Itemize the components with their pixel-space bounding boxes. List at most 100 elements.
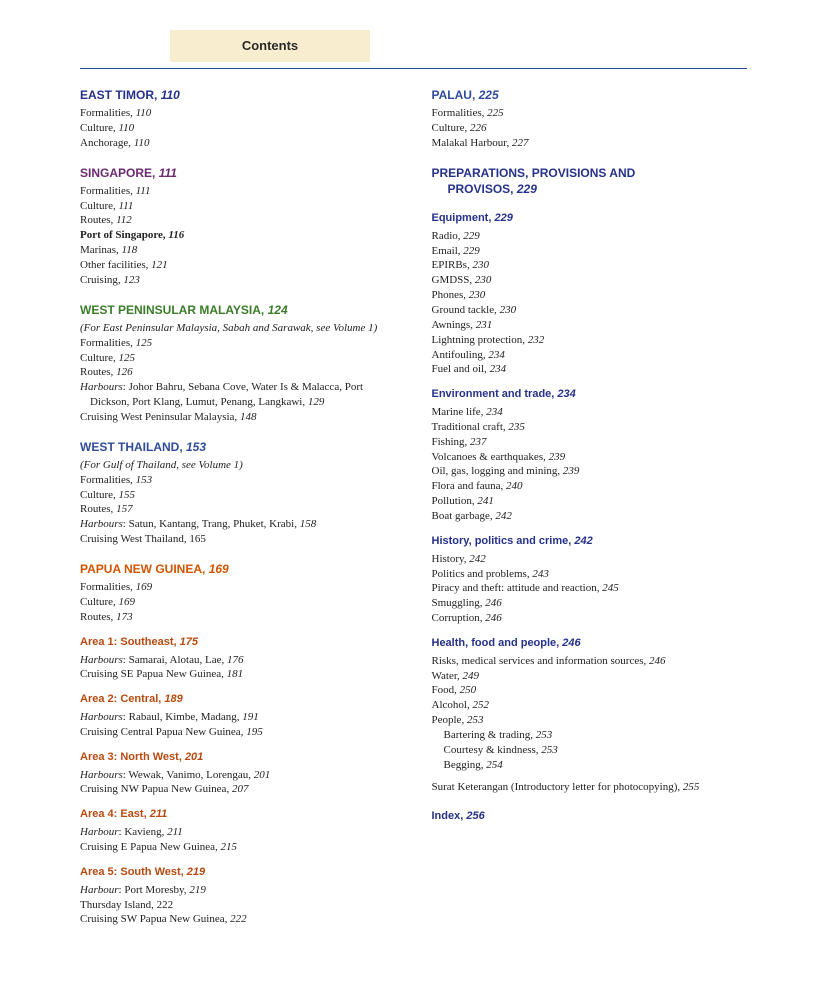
toc-entry: Marine life, 234: [432, 405, 748, 420]
toc-entry: Port of Singapore, 116: [80, 228, 396, 243]
toc-entry: Cruising Central Papua New Guinea, 195: [80, 725, 396, 740]
title-bar: Contents: [170, 30, 370, 62]
heading-thailand: WEST THAILAND, 153: [80, 439, 396, 455]
toc-entry: EPIRBs, 230: [432, 258, 748, 273]
toc-entry: Water, 249: [432, 669, 748, 684]
toc-entry: Harbour: Port Moresby, 219: [80, 883, 396, 898]
toc-entry: Formalities, 169: [80, 580, 396, 595]
toc-entry: Culture, 226: [432, 121, 748, 136]
page-title: Contents: [242, 38, 298, 53]
toc-entry: Routes, 173: [80, 610, 396, 625]
right-column: PALAU, 225 Formalities, 225Culture, 226M…: [432, 87, 748, 941]
toc-entry: Awnings, 231: [432, 318, 748, 333]
toc-entry: Begging, 254: [432, 758, 748, 773]
toc-entry: Cruising SE Papua New Guinea, 181: [80, 667, 396, 682]
toc-entry: Culture, 111: [80, 199, 396, 214]
toc-entry: Routes, 112: [80, 213, 396, 228]
toc-entry: Malakal Harbour, 227: [432, 136, 748, 151]
section-singapore: SINGAPORE, 111 Formalities, 111Culture, …: [80, 165, 396, 288]
toc-entry: Harbour: Kavieng, 211: [80, 825, 396, 840]
toc-entry: Formalities, 111: [80, 184, 396, 199]
toc-entry: Culture, 155: [80, 488, 396, 503]
area-heading: Area 3: North West, 201: [80, 750, 396, 765]
toc-entry: Routes, 157: [80, 502, 396, 517]
header-rule: [80, 68, 747, 69]
area-heading: Area 2: Central, 189: [80, 692, 396, 707]
toc-entry: Fishing, 237: [432, 435, 748, 450]
toc-entry: GMDSS, 230: [432, 273, 748, 288]
harbours-malaysia: Harbours: Johor Bahru, Sebana Cove, Wate…: [80, 380, 396, 410]
cruising-thailand: Cruising West Thailand, 165: [80, 532, 396, 547]
area-heading: Area 4: East, 211: [80, 807, 396, 822]
area-heading: Area 5: South West, 219: [80, 865, 396, 880]
section-thailand: WEST THAILAND, 153 (For Gulf of Thailand…: [80, 439, 396, 547]
contents-page: Contents EAST TIMOR, 110 Formalities, 11…: [0, 0, 827, 981]
sub-heading: Health, food and people, 246: [432, 636, 748, 651]
columns: EAST TIMOR, 110 Formalities, 110Culture,…: [80, 87, 747, 941]
toc-entry: Courtesy & kindness, 253: [432, 743, 748, 758]
toc-entry: Phones, 230: [432, 288, 748, 303]
sub-heading: Environment and trade, 234: [432, 387, 748, 402]
heading-singapore: SINGAPORE, 111: [80, 165, 396, 181]
toc-entry: Email, 229: [432, 244, 748, 259]
toc-entry: Anchorage, 110: [80, 136, 396, 151]
toc-entry: Surat Keterangan (Introductory letter fo…: [432, 780, 748, 795]
toc-entry: Culture, 125: [80, 351, 396, 366]
toc-entry: Antifouling, 234: [432, 348, 748, 363]
toc-entry: Marinas, 118: [80, 243, 396, 258]
toc-entry: Formalities, 125: [80, 336, 396, 351]
section-malaysia: WEST PENINSULAR MALAYSIA, 124 (For East …: [80, 302, 396, 425]
toc-entry: Politics and problems, 243: [432, 567, 748, 582]
sub-heading: History, politics and crime, 242: [432, 534, 748, 549]
toc-entry: History, 242: [432, 552, 748, 567]
toc-entry: Smuggling, 246: [432, 596, 748, 611]
toc-entry: Harbours: Rabaul, Kimbe, Madang, 191: [80, 710, 396, 725]
toc-entry: Flora and fauna, 240: [432, 479, 748, 494]
sub-heading: Equipment, 229: [432, 211, 748, 226]
toc-entry: Risks, medical services and information …: [432, 654, 748, 669]
toc-entry: Routes, 126: [80, 365, 396, 380]
cruising-malaysia: Cruising West Peninsular Malaysia, 148: [80, 410, 396, 425]
toc-entry: Cruising, 123: [80, 273, 396, 288]
toc-entry: Culture, 110: [80, 121, 396, 136]
toc-entry: Lightning protection, 232: [432, 333, 748, 348]
note-thailand: (For Gulf of Thailand, see Volume 1): [80, 458, 396, 473]
section-east-timor: EAST TIMOR, 110 Formalities, 110Culture,…: [80, 87, 396, 151]
toc-entry: Cruising NW Papua New Guinea, 207: [80, 782, 396, 797]
heading-png: PAPUA NEW GUINEA, 169: [80, 561, 396, 577]
toc-entry: Cruising SW Papua New Guinea, 222: [80, 912, 396, 927]
heading-east-timor: EAST TIMOR, 110: [80, 87, 396, 103]
toc-entry: Harbours: Samarai, Alotau, Lae, 176: [80, 653, 396, 668]
toc-entry: Boat garbage, 242: [432, 509, 748, 524]
toc-entry: Oil, gas, logging and mining, 239: [432, 464, 748, 479]
toc-entry: Corruption, 246: [432, 611, 748, 626]
left-column: EAST TIMOR, 110 Formalities, 110Culture,…: [80, 87, 396, 941]
toc-entry: Traditional craft, 235: [432, 420, 748, 435]
toc-entry: Thursday Island, 222: [80, 898, 396, 913]
toc-entry: Ground tackle, 230: [432, 303, 748, 318]
toc-entry: Formalities, 110: [80, 106, 396, 121]
area-heading: Area 1: Southeast, 175: [80, 635, 396, 650]
toc-entry: Alcohol, 252: [432, 698, 748, 713]
toc-entry: Food, 250: [432, 683, 748, 698]
harbours-thailand: Harbours: Satun, Kantang, Trang, Phuket,…: [80, 517, 396, 532]
toc-entry: Pollution, 241: [432, 494, 748, 509]
heading-palau: PALAU, 225: [432, 87, 748, 103]
toc-entry: Harbours: Wewak, Vanimo, Lorengau, 201: [80, 768, 396, 783]
toc-entry: Formalities, 225: [432, 106, 748, 121]
toc-entry: People, 253: [432, 713, 748, 728]
toc-entry: Piracy and theft: attitude and reaction,…: [432, 581, 748, 596]
heading-malaysia: WEST PENINSULAR MALAYSIA, 124: [80, 302, 396, 318]
toc-entry: Formalities, 153: [80, 473, 396, 488]
toc-entry: Culture, 169: [80, 595, 396, 610]
toc-entry: Radio, 229: [432, 229, 748, 244]
section-png: PAPUA NEW GUINEA, 169 Formalities, 169Cu…: [80, 561, 396, 927]
toc-entry: Bartering & trading, 253: [432, 728, 748, 743]
index-heading: Index, 256: [432, 809, 748, 824]
section-palau: PALAU, 225 Formalities, 225Culture, 226M…: [432, 87, 748, 151]
toc-entry: Volcanoes & earthquakes, 239: [432, 450, 748, 465]
toc-entry: Other facilities, 121: [80, 258, 396, 273]
heading-preparations: PREPARATIONS, PROVISIONS AND PROVISOS, 2…: [432, 165, 748, 197]
note-malaysia: (For East Peninsular Malaysia, Sabah and…: [80, 321, 396, 336]
section-preparations: PREPARATIONS, PROVISIONS AND PROVISOS, 2…: [432, 165, 748, 825]
